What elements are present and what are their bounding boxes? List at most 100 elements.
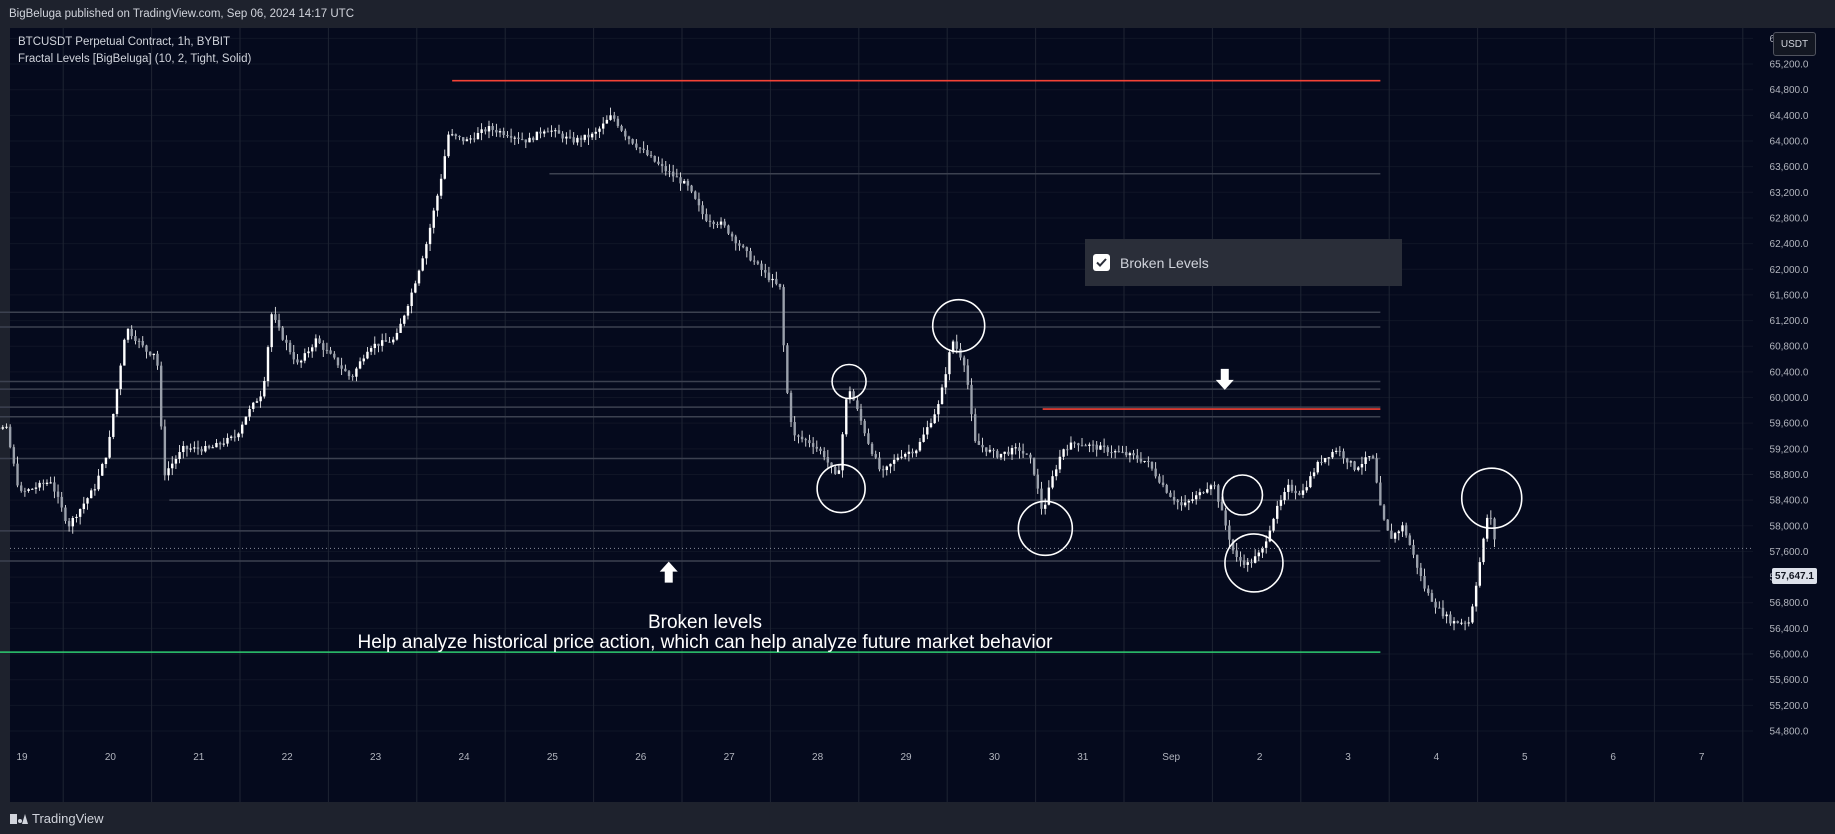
candle-body bbox=[377, 343, 380, 346]
highlight-circle bbox=[931, 298, 986, 353]
candle-body bbox=[1062, 449, 1065, 457]
candle-body bbox=[830, 462, 833, 468]
candle-body bbox=[167, 468, 170, 476]
candle-body bbox=[53, 482, 56, 492]
candle-body bbox=[218, 442, 222, 445]
candle-body bbox=[237, 433, 240, 438]
candle-body bbox=[263, 381, 266, 397]
highlight-circle bbox=[831, 363, 867, 400]
indicator-title[interactable]: Fractal Levels [BigBeluga] (10, 2, Tight… bbox=[18, 53, 252, 65]
tradingview-logo[interactable]: TradingView bbox=[10, 811, 104, 826]
candle-body bbox=[1323, 458, 1327, 463]
candle-body bbox=[222, 443, 225, 445]
candle-body bbox=[1412, 545, 1415, 555]
price-axis[interactable]: 54,800.0 55,200.0 55,600.0 56,000.0 56,400.0… bbox=[10, 34, 1809, 738]
candle-body bbox=[126, 328, 130, 340]
candle-body bbox=[694, 191, 697, 199]
candle-body bbox=[252, 402, 255, 409]
candle-body bbox=[1246, 562, 1249, 565]
candle-body bbox=[1334, 450, 1338, 452]
candle-body bbox=[874, 454, 877, 458]
symbol-title[interactable]: BTCUSDT Perpetual Contract, 1h, BYBIT bbox=[18, 36, 230, 48]
candle-body bbox=[1242, 560, 1246, 565]
candle-body bbox=[421, 258, 424, 271]
candle-body bbox=[469, 138, 472, 140]
checkbox-checked-icon[interactable] bbox=[1093, 254, 1110, 271]
candle-body bbox=[299, 360, 303, 363]
candle-body bbox=[797, 435, 800, 437]
candle-body bbox=[1257, 552, 1261, 557]
candle-body bbox=[1025, 453, 1028, 455]
candle-body bbox=[539, 131, 542, 134]
candle-body bbox=[498, 131, 502, 133]
broken-levels-toggle[interactable]: Broken Levels bbox=[1085, 239, 1402, 286]
candle-body bbox=[1312, 472, 1316, 477]
candle-body bbox=[1143, 460, 1146, 462]
candle-body bbox=[369, 348, 373, 352]
candle-body bbox=[845, 399, 848, 435]
candle-body bbox=[590, 133, 594, 138]
candle-body bbox=[82, 503, 86, 510]
candle-body bbox=[1165, 485, 1168, 493]
highlight-circle bbox=[1221, 474, 1264, 516]
candle-body bbox=[1290, 484, 1294, 491]
candle-body bbox=[520, 139, 524, 141]
candle-body bbox=[1463, 622, 1467, 624]
candle-body bbox=[701, 205, 704, 215]
candle-body bbox=[1106, 447, 1109, 453]
candle-body bbox=[837, 470, 841, 474]
candle-body bbox=[679, 177, 682, 184]
candle-body bbox=[1206, 489, 1209, 493]
candle-body bbox=[358, 361, 362, 369]
annotation-arrows bbox=[659, 368, 1234, 583]
candle-body bbox=[296, 359, 299, 363]
candle-body bbox=[951, 341, 955, 353]
candle-body bbox=[1220, 501, 1224, 511]
x-tick-label: 24 bbox=[458, 752, 470, 763]
candle-body bbox=[856, 400, 859, 410]
candle-body bbox=[145, 345, 148, 352]
y-tick-label: 62,800.0 bbox=[1770, 213, 1809, 224]
candle-body bbox=[71, 518, 74, 527]
candle-body bbox=[870, 443, 874, 455]
candle-body bbox=[716, 224, 719, 226]
candle-body bbox=[1489, 517, 1493, 519]
candle-body bbox=[852, 391, 855, 401]
candle-body bbox=[524, 139, 528, 143]
candle-body bbox=[999, 453, 1003, 458]
candle-body bbox=[60, 496, 63, 508]
candle-body bbox=[804, 439, 807, 441]
candle-body bbox=[668, 171, 671, 173]
candle-body bbox=[686, 180, 690, 186]
price-axis-background bbox=[1753, 28, 1835, 802]
candle-body bbox=[447, 134, 450, 157]
candle-body bbox=[985, 447, 988, 452]
candle-body bbox=[638, 147, 642, 149]
y-tick-label: 56,000.0 bbox=[1770, 650, 1809, 661]
candle-body bbox=[1338, 450, 1342, 452]
x-tick-label: 30 bbox=[989, 752, 1001, 763]
publisher-bar: BigBeluga published on TradingView.com, … bbox=[0, 0, 1835, 28]
candle-body bbox=[436, 195, 439, 211]
y-tick-label: 55,200.0 bbox=[1770, 701, 1809, 712]
time-axis[interactable]: 19 20 21 22 23 24 25 26 27 28 29 30 31 Sep 2 3 4 5 6 7 bbox=[16, 752, 1704, 763]
candle-body bbox=[1272, 518, 1275, 531]
candle-body bbox=[388, 341, 391, 343]
candle-body bbox=[1228, 525, 1231, 540]
candle-body bbox=[340, 365, 343, 369]
candle-body bbox=[101, 464, 104, 476]
highlight-circle bbox=[1224, 533, 1284, 593]
x-tick-label: 3 bbox=[1345, 752, 1351, 763]
candle-body bbox=[741, 245, 745, 248]
candle-body bbox=[671, 171, 675, 177]
currency-button[interactable]: USDT bbox=[1773, 32, 1816, 56]
candle-body bbox=[587, 134, 590, 138]
candle-body bbox=[303, 353, 307, 361]
candle-body bbox=[550, 130, 553, 132]
candle-body bbox=[1102, 445, 1106, 448]
candle-body bbox=[174, 459, 178, 464]
candle-body bbox=[1393, 533, 1397, 539]
candle-body bbox=[627, 136, 631, 140]
candle-body bbox=[20, 485, 23, 491]
